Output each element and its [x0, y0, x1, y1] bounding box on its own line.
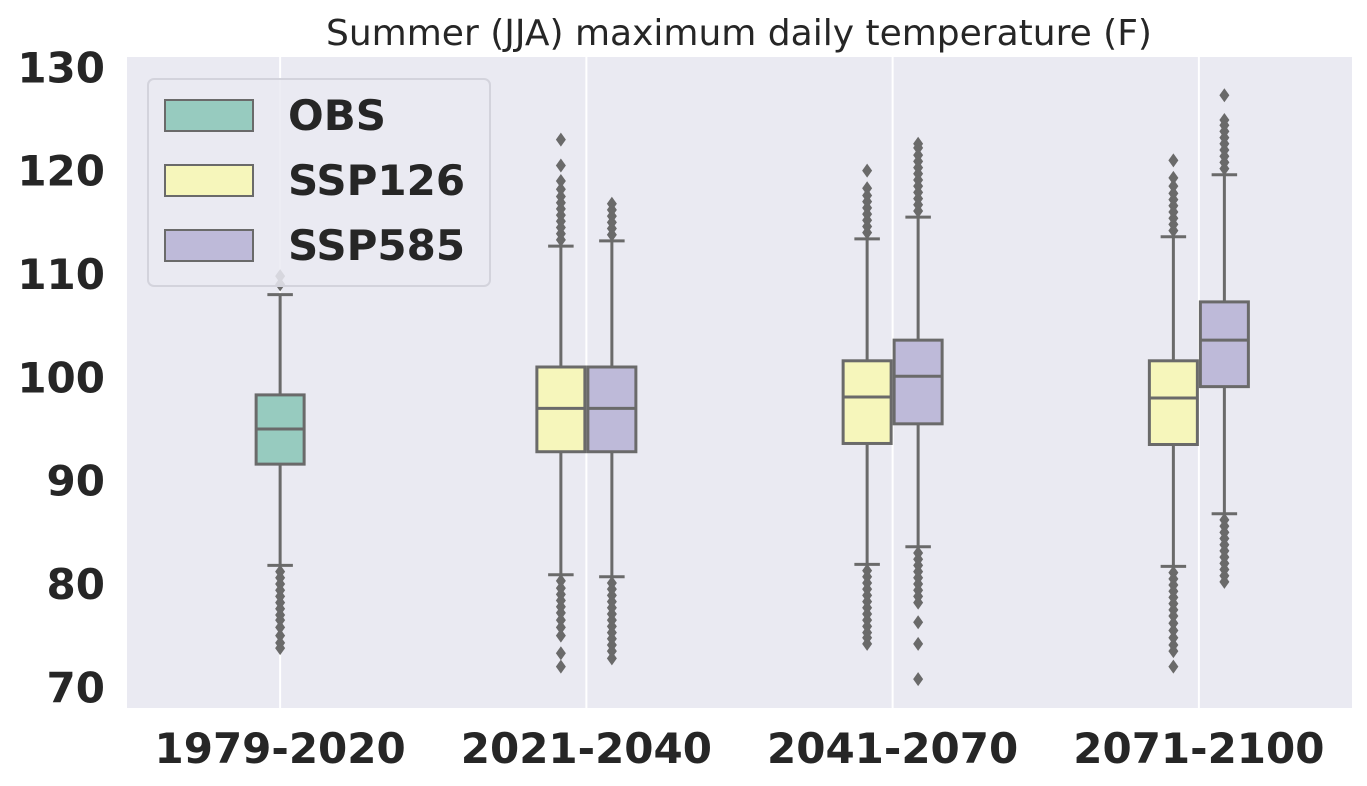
outlier-point: [913, 636, 924, 651]
x-tick-label: 1979-2020: [155, 724, 406, 773]
y-tick-label: 100: [17, 353, 105, 402]
outlier-point: [555, 573, 566, 588]
outlier-point: [1219, 574, 1230, 589]
legend-swatch-obs: [164, 99, 254, 132]
y-tick-label: 70: [47, 663, 105, 712]
outlier-point: [1168, 630, 1179, 645]
outlier-point: [555, 620, 566, 635]
box-iqr: [1198, 300, 1250, 389]
y-axis-ticks: 70 80 90 100 110 120 130: [17, 43, 105, 712]
box-iqr: [841, 359, 893, 445]
outlier-point: [1168, 186, 1179, 201]
outlier-point: [555, 174, 566, 188]
outlier-point: [606, 644, 617, 659]
outlier-point: [1168, 609, 1179, 624]
box-ssp126-2021-2040: [535, 132, 587, 674]
outlier-point: [1168, 616, 1179, 631]
outlier-point: [913, 595, 924, 610]
outlier-point: [913, 136, 924, 151]
y-tick-label: 130: [17, 43, 105, 92]
outlier-point: [913, 615, 924, 630]
outlier-point: [606, 196, 617, 211]
y-tick-label: 90: [47, 457, 105, 506]
box-ssp585-2041-2070: [892, 136, 944, 687]
outlier-point: [913, 148, 924, 163]
y-tick-label: 110: [17, 250, 105, 299]
x-tick-label: 2021-2040: [461, 724, 712, 773]
legend-swatch-ssp126: [164, 164, 254, 197]
box-iqr: [892, 338, 944, 426]
outlier-point: [555, 182, 566, 197]
chart-title: Summer (JJA) maximum daily temperature (…: [326, 13, 1152, 54]
legend-label-ssp585: SSP585: [288, 221, 465, 270]
outlier-point: [275, 628, 286, 643]
x-tick-label: 2041-2070: [767, 724, 1018, 773]
box-ssp585-2071-2100: [1198, 88, 1250, 589]
x-axis-ticks: 1979-2020 2021-2040 2041-2070 2071-2100: [155, 724, 1325, 773]
box-series: [254, 88, 1250, 687]
outlier-point: [275, 620, 286, 635]
legend-label-obs: OBS: [288, 91, 386, 140]
y-tick-label: 80: [47, 560, 105, 609]
outlier-point: [913, 672, 924, 687]
outlier-point: [1168, 170, 1179, 185]
outlier-point: [1168, 659, 1179, 674]
outlier-point: [1168, 153, 1179, 168]
y-tick-label: 120: [17, 147, 105, 196]
legend: OBS SSP126 SSP585: [147, 78, 491, 287]
outlier-point: [555, 189, 566, 204]
outlier-point: [1168, 644, 1179, 659]
x-tick-label: 2071-2100: [1073, 724, 1324, 773]
outlier-point: [555, 605, 566, 620]
outlier-point: [606, 651, 617, 666]
outlier-point: [555, 158, 566, 173]
outlier-point: [555, 132, 566, 147]
outlier-point: [1219, 113, 1230, 128]
legend-swatch-ssp585: [164, 229, 254, 262]
box-ssp126-2041-2070: [841, 163, 893, 651]
box-ssp585-2021-2040: [586, 196, 638, 666]
outlier-point: [275, 641, 286, 656]
outlier-point: [1168, 623, 1179, 638]
outlier-point: [555, 628, 566, 643]
outlier-point: [555, 646, 566, 661]
outlier-point: [555, 659, 566, 674]
legend-label-ssp126: SSP126: [288, 156, 465, 205]
outlier-point: [862, 181, 873, 196]
box-ssp126-2071-2100: [1147, 153, 1199, 674]
outlier-point: [862, 636, 873, 651]
outlier-point: [275, 613, 286, 628]
box-iqr: [1147, 359, 1199, 446]
outlier-point: [555, 613, 566, 628]
outlier-point: [862, 188, 873, 203]
outlier-point: [862, 163, 873, 178]
outlier-point: [1168, 179, 1179, 194]
outlier-point: [1219, 88, 1230, 103]
